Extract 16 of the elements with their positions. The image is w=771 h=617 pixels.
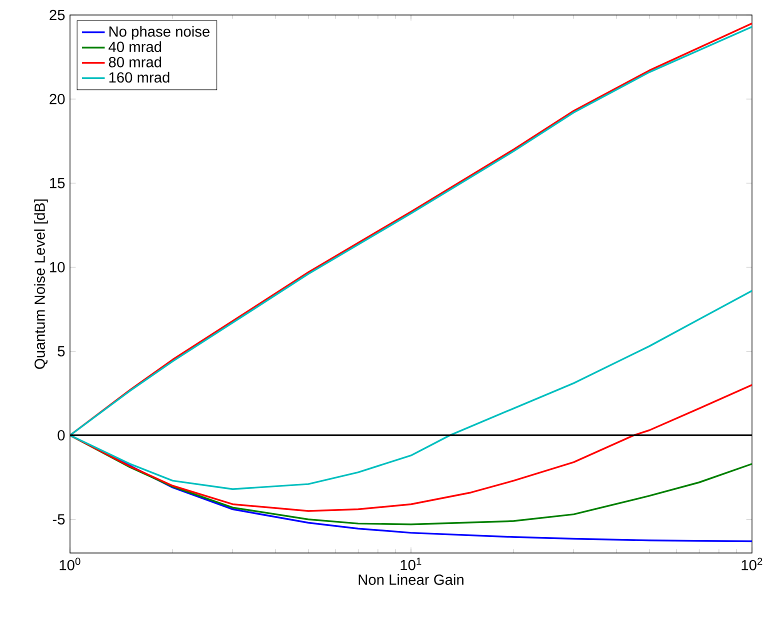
x-tick-label: 10$^{2}$	[742, 558, 762, 570]
y-tick-label: 20	[50, 94, 65, 104]
y-tick-label: 25	[50, 10, 65, 20]
x-tick-label: 10$^{1}$	[400, 558, 422, 570]
y-tick-label: 15	[50, 178, 65, 188]
legend-label: No phase noise	[109, 26, 210, 40]
x-tick-label: 10$^{0}$	[60, 558, 80, 570]
legend-label: 160 mrad	[109, 72, 170, 83]
y-tick-label: 5	[58, 346, 65, 356]
y-axis-title: Quantum Noise Level [dB]	[34, 199, 48, 369]
y-tick-label: -5	[52, 514, 65, 524]
legend-label: 80 mrad	[108, 56, 162, 68]
x-axis-title: Non Linear Gain	[358, 574, 464, 585]
y-tick-label: 10	[50, 262, 65, 272]
y-tick-label: 0	[58, 430, 65, 440]
legend-label: 40 mrad	[108, 41, 162, 52]
